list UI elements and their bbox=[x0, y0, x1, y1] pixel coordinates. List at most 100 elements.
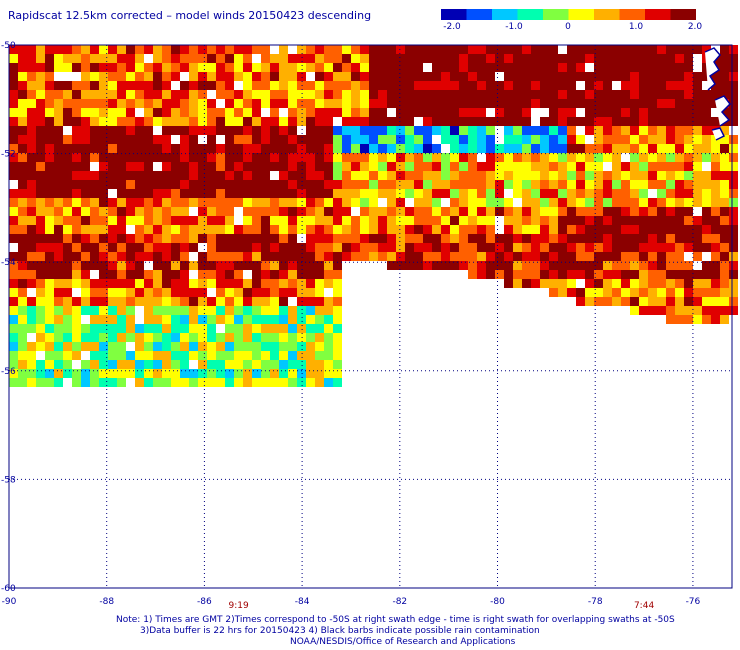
wind-cell bbox=[297, 90, 306, 99]
wind-cell bbox=[9, 360, 18, 369]
wind-cell bbox=[531, 54, 540, 63]
wind-cell bbox=[522, 234, 531, 243]
wind-cell bbox=[189, 135, 198, 144]
wind-cell bbox=[99, 288, 108, 297]
wind-cell bbox=[144, 162, 153, 171]
wind-cell bbox=[468, 144, 477, 153]
wind-cell bbox=[288, 54, 297, 63]
wind-cell bbox=[387, 225, 396, 234]
wind-cell bbox=[657, 279, 666, 288]
wind-cell bbox=[45, 162, 54, 171]
wind-cell bbox=[657, 126, 666, 135]
wind-cell bbox=[225, 171, 234, 180]
wind-cell bbox=[108, 126, 117, 135]
wind-cell bbox=[693, 81, 702, 90]
wind-cell bbox=[567, 63, 576, 72]
wind-cell bbox=[162, 342, 171, 351]
wind-cell bbox=[81, 378, 90, 387]
wind-cell bbox=[252, 261, 261, 270]
wind-cell bbox=[585, 189, 594, 198]
wind-cell bbox=[90, 333, 99, 342]
wind-cell bbox=[72, 279, 81, 288]
wind-cell bbox=[180, 99, 189, 108]
wind-cell bbox=[144, 315, 153, 324]
wind-cell bbox=[711, 117, 720, 126]
wind-cell bbox=[189, 189, 198, 198]
wind-cell bbox=[270, 81, 279, 90]
wind-cell bbox=[90, 270, 99, 279]
wind-cell bbox=[495, 207, 504, 216]
wind-cell bbox=[405, 207, 414, 216]
wind-cell bbox=[189, 324, 198, 333]
wind-cell bbox=[648, 279, 657, 288]
wind-cell bbox=[333, 45, 342, 54]
wind-cell bbox=[135, 45, 144, 54]
wind-cell bbox=[45, 153, 54, 162]
wind-cell bbox=[612, 63, 621, 72]
wind-cell bbox=[567, 135, 576, 144]
wind-cell bbox=[261, 54, 270, 63]
wind-cell bbox=[270, 216, 279, 225]
wind-cell bbox=[477, 261, 486, 270]
wind-cell bbox=[234, 198, 243, 207]
wind-cell bbox=[72, 252, 81, 261]
wind-cell bbox=[594, 126, 603, 135]
wind-cell bbox=[72, 378, 81, 387]
wind-cell bbox=[387, 45, 396, 54]
lon-tick-label: -82 bbox=[392, 597, 407, 607]
wind-cell bbox=[693, 144, 702, 153]
wind-cell bbox=[216, 99, 225, 108]
wind-cell bbox=[729, 216, 738, 225]
wind-cell bbox=[360, 99, 369, 108]
wind-cell bbox=[297, 252, 306, 261]
wind-cell bbox=[549, 288, 558, 297]
wind-cell bbox=[54, 297, 63, 306]
wind-cell bbox=[630, 306, 639, 315]
wind-cell bbox=[99, 45, 108, 54]
wind-cell bbox=[225, 360, 234, 369]
wind-cell bbox=[81, 324, 90, 333]
wind-cell bbox=[108, 234, 117, 243]
wind-cell bbox=[27, 252, 36, 261]
wind-cell bbox=[531, 153, 540, 162]
wind-cell bbox=[666, 45, 675, 54]
wind-cell bbox=[387, 234, 396, 243]
wind-cell bbox=[315, 135, 324, 144]
wind-cell bbox=[153, 189, 162, 198]
wind-cell bbox=[153, 306, 162, 315]
wind-cell bbox=[126, 135, 135, 144]
wind-cell bbox=[504, 207, 513, 216]
wind-cell bbox=[9, 369, 18, 378]
wind-cell bbox=[720, 135, 729, 144]
wind-cell bbox=[216, 306, 225, 315]
wind-cell bbox=[90, 54, 99, 63]
wind-cell bbox=[423, 63, 432, 72]
wind-cell bbox=[297, 306, 306, 315]
wind-cell bbox=[729, 144, 738, 153]
wind-cell bbox=[666, 144, 675, 153]
wind-cell bbox=[27, 162, 36, 171]
wind-cell bbox=[513, 189, 522, 198]
wind-cell bbox=[459, 216, 468, 225]
wind-cell bbox=[414, 207, 423, 216]
wind-cell bbox=[702, 315, 711, 324]
wind-cell bbox=[306, 108, 315, 117]
wind-cell bbox=[306, 207, 315, 216]
wind-cell bbox=[36, 90, 45, 99]
wind-cell bbox=[189, 180, 198, 189]
wind-cell bbox=[18, 153, 27, 162]
wind-cell bbox=[576, 171, 585, 180]
wind-cell bbox=[531, 243, 540, 252]
wind-cell bbox=[666, 216, 675, 225]
wind-cell bbox=[297, 207, 306, 216]
wind-cell bbox=[639, 90, 648, 99]
wind-cell bbox=[306, 117, 315, 126]
wind-cell bbox=[531, 234, 540, 243]
wind-cell bbox=[153, 63, 162, 72]
wind-cell bbox=[117, 378, 126, 387]
wind-cell bbox=[540, 90, 549, 99]
wind-cell bbox=[36, 270, 45, 279]
wind-cell bbox=[594, 297, 603, 306]
wind-cell bbox=[369, 162, 378, 171]
wind-cell bbox=[189, 297, 198, 306]
